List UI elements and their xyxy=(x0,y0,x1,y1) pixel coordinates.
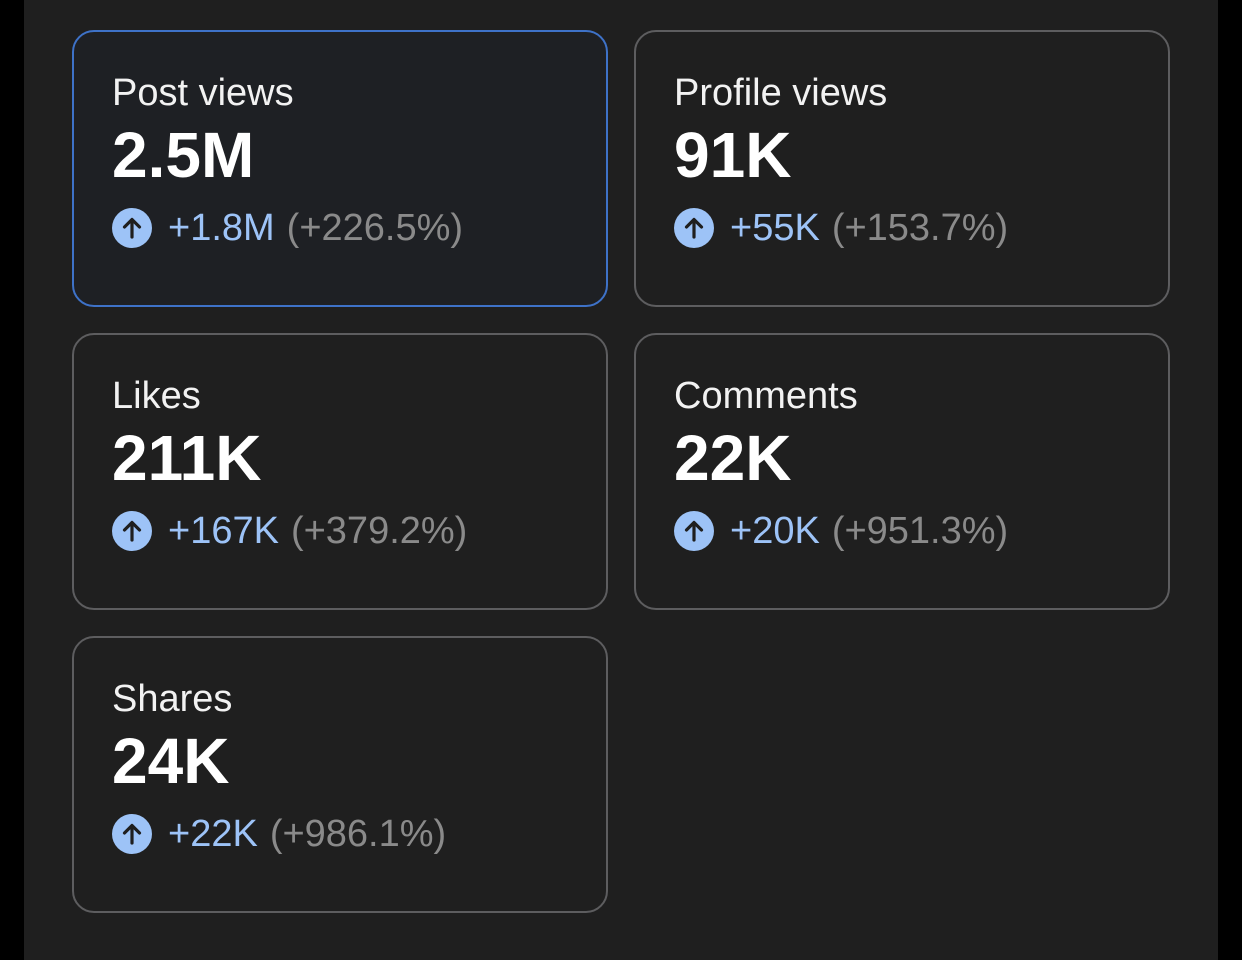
stat-card-profile-views[interactable]: Profile views 91K +55K (+153.7%) xyxy=(634,30,1170,307)
stat-change-percent: (+226.5%) xyxy=(286,207,464,249)
stat-change-value: +167K xyxy=(168,510,279,552)
stats-panel: Post views 2.5M +1.8M (+226.5%) Profile … xyxy=(24,0,1218,960)
stat-value: 2.5M xyxy=(112,119,255,191)
stat-change: +20K (+951.3%) xyxy=(674,509,1168,553)
stat-value: 91K xyxy=(674,119,792,191)
arrow-up-circle-icon xyxy=(674,208,714,248)
arrow-up-circle-icon xyxy=(112,511,152,551)
arrow-up-circle-icon xyxy=(674,511,714,551)
stat-card-shares[interactable]: Shares 24K +22K (+986.1%) xyxy=(72,636,608,913)
stat-change-value: +55K xyxy=(730,207,820,249)
stat-label: Likes xyxy=(112,375,201,417)
arrow-up-circle-icon xyxy=(112,814,152,854)
stat-label: Post views xyxy=(112,72,294,114)
stat-change-percent: (+986.1%) xyxy=(269,813,447,855)
stat-change: +167K (+379.2%) xyxy=(112,509,606,553)
stat-value: 24K xyxy=(112,725,230,797)
arrow-up-circle-icon xyxy=(112,208,152,248)
stat-label: Profile views xyxy=(674,72,888,114)
stat-card-comments[interactable]: Comments 22K +20K (+951.3%) xyxy=(634,333,1170,610)
stat-change-percent: (+379.2%) xyxy=(290,510,468,552)
stat-change: +1.8M (+226.5%) xyxy=(112,206,606,250)
stats-grid: Post views 2.5M +1.8M (+226.5%) Profile … xyxy=(72,30,1170,913)
stat-change: +55K (+153.7%) xyxy=(674,206,1168,250)
stat-label: Comments xyxy=(674,375,858,417)
stat-value: 211K xyxy=(112,422,262,494)
stat-change-percent: (+951.3%) xyxy=(831,510,1009,552)
stat-label: Shares xyxy=(112,678,233,720)
stat-change-value: +20K xyxy=(730,510,820,552)
stat-change-percent: (+153.7%) xyxy=(831,207,1009,249)
stat-card-post-views[interactable]: Post views 2.5M +1.8M (+226.5%) xyxy=(72,30,608,307)
stat-card-likes[interactable]: Likes 211K +167K (+379.2%) xyxy=(72,333,608,610)
stat-value: 22K xyxy=(674,422,792,494)
stat-change-value: +1.8M xyxy=(168,207,275,249)
stat-change-value: +22K xyxy=(168,813,258,855)
stat-change: +22K (+986.1%) xyxy=(112,812,606,856)
